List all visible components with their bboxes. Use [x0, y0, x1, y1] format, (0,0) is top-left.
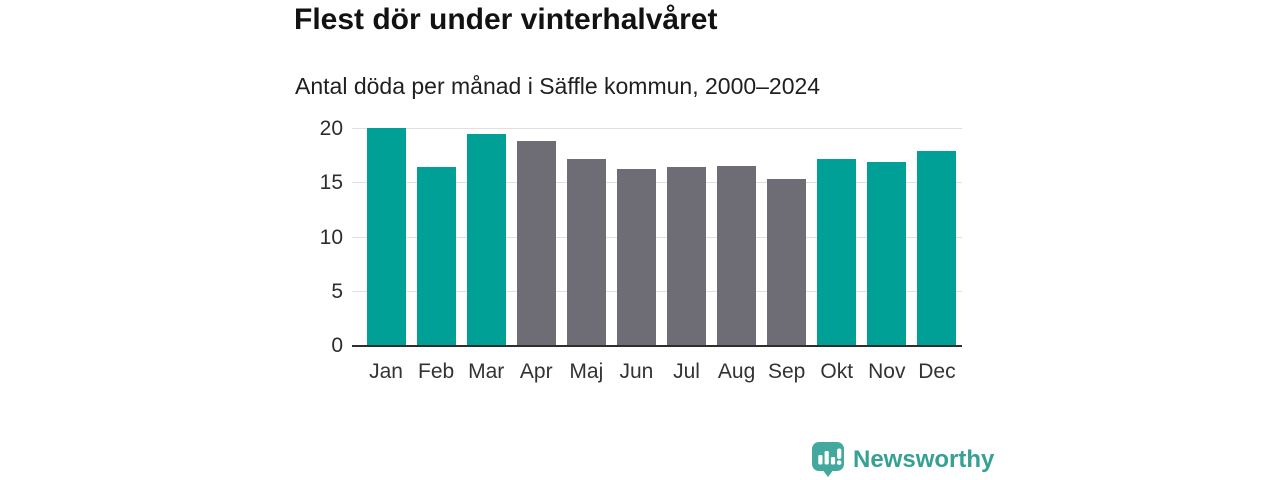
- bar-maj: [566, 159, 606, 346]
- plot-area: [352, 114, 962, 346]
- bar-slot-aug: [712, 114, 762, 346]
- bar-dec: [917, 150, 957, 346]
- y-tick-label-5: 5: [331, 279, 343, 303]
- x-label-aug: Aug: [717, 360, 756, 383]
- x-label-nov: Nov: [868, 360, 906, 383]
- gridline-5: [352, 290, 962, 292]
- bar-slot-jul: [661, 114, 711, 346]
- bar-jan: [366, 127, 406, 346]
- bar-slot-feb: [411, 114, 461, 346]
- bar-sep: [767, 178, 807, 346]
- x-label-feb: Feb: [418, 360, 455, 383]
- bar-slot-okt: [812, 114, 862, 346]
- x-label-dec: Dec: [918, 360, 956, 383]
- page-title: Flest dör under vinterhalvåret: [294, 3, 718, 36]
- x-label-maj: Maj: [569, 360, 604, 383]
- brand-footer: Newsworthy: [812, 442, 994, 477]
- x-label-jul: Jul: [673, 360, 700, 383]
- y-tick-label-20: 20: [319, 117, 343, 140]
- chart-subtitle: Antal döda per månad i Säffle kommun, 20…: [295, 73, 821, 99]
- y-axis: 0 5 10 15 20: [293, 114, 343, 357]
- bar-slot-nov: [862, 114, 912, 346]
- bar-apr: [516, 140, 556, 346]
- x-label-jan: Jan: [369, 360, 403, 383]
- bar-slot-mar: [461, 114, 511, 346]
- bar-slot-jun: [611, 114, 661, 346]
- bar-okt: [817, 159, 857, 346]
- bar-slot-dec: [912, 114, 962, 346]
- bar-feb: [416, 166, 456, 346]
- x-axis-labels: Jan Feb Mar Apr Maj Jun Jul Aug Sep Okt Nov Dec: [352, 357, 962, 387]
- x-label-jun: Jun: [619, 360, 654, 383]
- bar-mar: [466, 134, 506, 346]
- bar-jul: [667, 166, 706, 346]
- x-label-apr: Apr: [519, 360, 553, 383]
- x-label-okt: Okt: [820, 360, 854, 383]
- y-tick-label-0: 0: [331, 334, 343, 357]
- newsworthy-logo-icon: [812, 442, 844, 477]
- gridline-20: [352, 128, 962, 129]
- bar-aug: [717, 165, 757, 346]
- x-axis-line: [352, 345, 962, 347]
- gridline-15: [352, 182, 962, 184]
- bar-slot-maj: [561, 114, 611, 346]
- x-label-sep: Sep: [767, 360, 806, 383]
- bar-slot-apr: [511, 114, 561, 346]
- y-tick-label-15: 15: [319, 171, 343, 195]
- brand-name: Newsworthy: [853, 445, 995, 473]
- bar-slot-sep: [762, 114, 812, 346]
- bar-nov: [867, 161, 907, 346]
- bar-jun: [616, 169, 656, 346]
- y-tick-label-10: 10: [319, 225, 343, 249]
- bars-row: [352, 114, 962, 346]
- gridline-10: [352, 236, 962, 238]
- bar-slot-jan: [361, 114, 411, 346]
- x-label-mar: Mar: [468, 360, 505, 383]
